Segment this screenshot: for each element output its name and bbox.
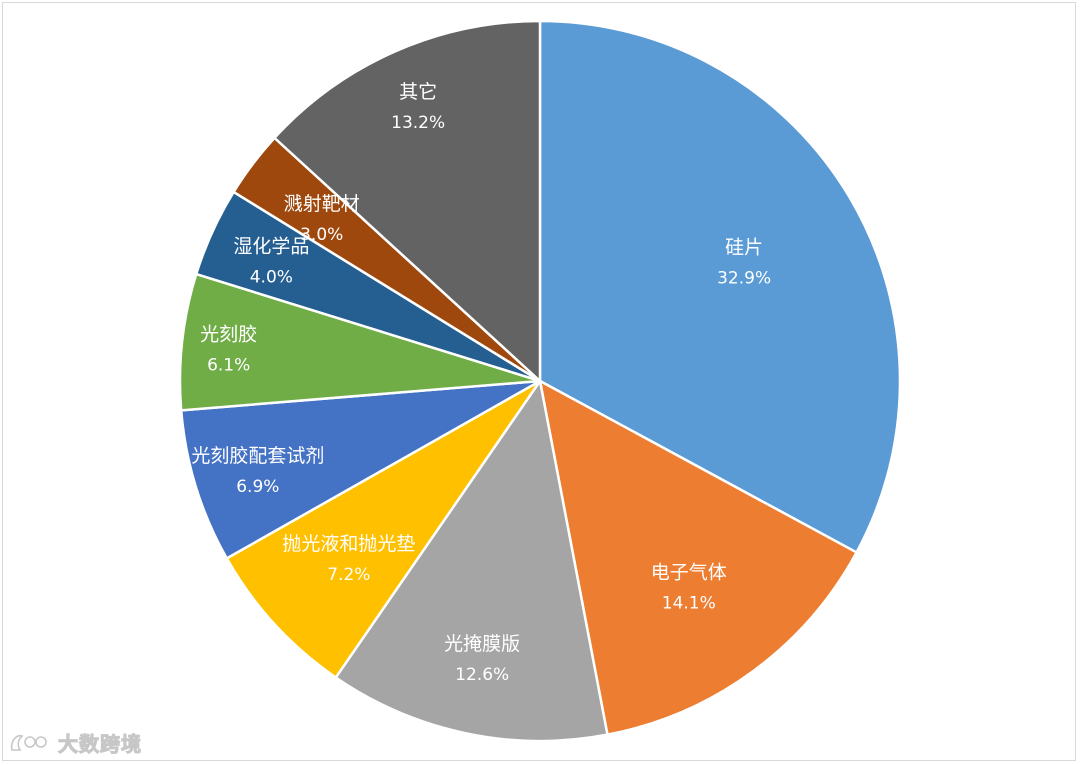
slice-category-label: 光掩膜版	[444, 633, 520, 655]
slice-label: 抛光液和抛光垫 7.2%	[282, 533, 415, 585]
slice-category-label: 抛光液和抛光垫	[282, 533, 415, 555]
slice-category-label: 光刻胶配套试剂	[191, 445, 324, 467]
slice-value-label: 6.9%	[236, 477, 279, 497]
slice-value-label: 14.1%	[662, 593, 716, 613]
slice-label: 其它 13.2%	[391, 81, 445, 133]
watermark-logo-icon	[10, 734, 47, 751]
pie-slice	[538, 19, 902, 554]
slice-value-label: 7.2%	[327, 565, 370, 585]
slice-value-label: 6.1%	[207, 356, 250, 376]
slice-value-label: 32.9%	[717, 268, 771, 288]
pie-slice	[178, 272, 542, 412]
slice-value-label: 4.0%	[250, 268, 293, 288]
slice-value-label: 12.6%	[455, 665, 509, 685]
slice-category-label: 其它	[399, 81, 437, 103]
pie-slice	[334, 379, 609, 743]
pie-labels: 硅片 32.9% 电子气体 14.1% 光掩膜版 12.6% 抛光液和抛光垫 7.2% 光刻胶配…	[191, 81, 771, 685]
slice-label: 光刻胶 6.1%	[200, 324, 257, 376]
slice-category-label: 湿化学品	[233, 236, 309, 258]
pie-slice	[273, 19, 542, 383]
slice-label: 湿化学品 4.0%	[233, 236, 309, 288]
slice-label: 硅片 32.9%	[717, 236, 771, 288]
slice-category-label: 溅射靶材	[284, 193, 360, 215]
slice-label: 电子气体 14.1%	[651, 561, 727, 613]
slice-label: 光掩膜版 12.6%	[444, 633, 520, 685]
pie-slices	[178, 19, 902, 743]
slice-label: 光刻胶配套试剂 6.9%	[191, 445, 324, 497]
slice-value-label: 3.0%	[300, 225, 343, 245]
pie-slice	[179, 379, 542, 560]
pie-slice	[225, 379, 542, 679]
slice-category-label: 硅片	[725, 236, 763, 258]
slice-label: 溅射靶材 3.0%	[284, 193, 360, 245]
watermark: 大数跨境	[8, 728, 142, 757]
slice-category-label: 光刻胶	[200, 324, 257, 346]
slice-value-label: 13.2%	[391, 113, 445, 133]
watermark-text: 大数跨境	[58, 732, 142, 757]
slice-category-label: 电子气体	[651, 561, 727, 583]
pie-slice	[538, 379, 858, 736]
